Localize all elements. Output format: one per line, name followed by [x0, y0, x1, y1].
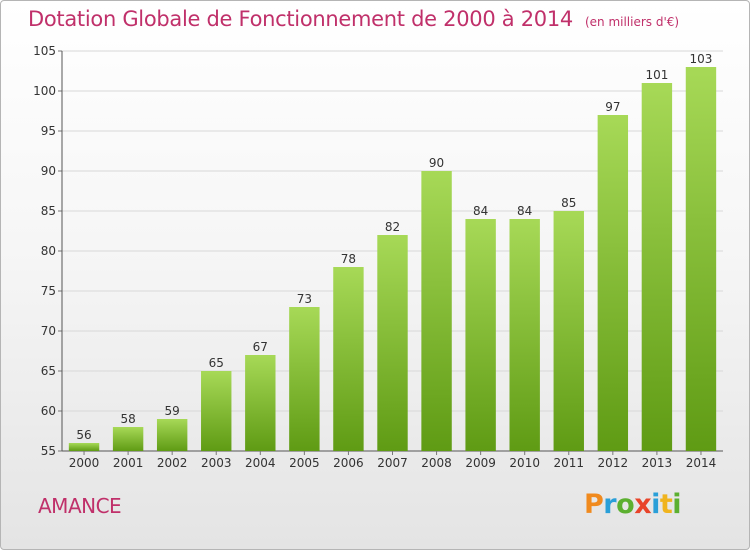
y-tick-label: 80	[41, 244, 56, 258]
x-tick-label: 2003	[201, 456, 232, 470]
y-tick-label: 60	[41, 404, 56, 418]
chart-title: Dotation Globale de Fonctionnement de 20…	[28, 7, 679, 31]
x-tick-label: 2001	[113, 456, 144, 470]
x-tick-label: 2000	[69, 456, 100, 470]
y-tick-label: 100	[33, 84, 56, 98]
bar	[333, 267, 364, 451]
bar-value-label: 78	[341, 252, 356, 266]
commune-name: AMANCE	[38, 494, 122, 518]
bar-value-label: 101	[645, 68, 668, 82]
bar	[289, 307, 320, 451]
x-tick-label: 2014	[686, 456, 717, 470]
y-tick-label: 95	[41, 124, 56, 138]
y-tick-label: 85	[41, 204, 56, 218]
y-tick-label: 65	[41, 364, 56, 378]
x-tick-label: 2011	[553, 456, 584, 470]
chart-title-text: Dotation Globale de Fonctionnement de 20…	[28, 7, 573, 31]
bar-value-label: 58	[120, 412, 135, 426]
y-tick-label: 75	[41, 284, 56, 298]
x-tick-label: 2010	[509, 456, 540, 470]
bar	[597, 115, 629, 451]
x-tick-label: 2009	[465, 456, 496, 470]
logo-letter: i	[651, 489, 660, 520]
bar-value-label: 82	[385, 220, 400, 234]
bar	[553, 211, 584, 451]
bar	[245, 355, 276, 451]
bar-value-label: 90	[429, 156, 444, 170]
bar-value-label: 103	[690, 52, 713, 66]
bar	[156, 419, 188, 451]
x-tick-label: 2005	[289, 456, 320, 470]
bar-value-label: 56	[76, 428, 91, 442]
logo-letter: o	[616, 489, 635, 520]
bar	[377, 235, 408, 451]
bar	[465, 219, 496, 451]
bar-value-label: 84	[473, 204, 488, 218]
bar	[68, 443, 100, 451]
bar-value-label: 67	[253, 340, 268, 354]
bar	[685, 67, 717, 451]
logo-letter: P	[584, 489, 604, 520]
bar	[201, 371, 232, 451]
y-tick-label: 70	[41, 324, 56, 338]
y-tick-label: 55	[41, 444, 56, 458]
y-tick-label: 90	[41, 164, 56, 178]
proxiti-logo: Proxiti	[584, 489, 682, 520]
x-tick-label: 2008	[421, 456, 452, 470]
x-tick-label: 2002	[157, 456, 188, 470]
bar-value-label: 73	[297, 292, 312, 306]
bar-value-label: 97	[605, 100, 620, 114]
logo-letter: x	[634, 489, 652, 520]
bar	[509, 219, 540, 451]
x-tick-label: 2007	[377, 456, 408, 470]
logo-letter: i	[672, 489, 682, 520]
x-tick-label: 2012	[598, 456, 629, 470]
x-tick-label: 2006	[333, 456, 364, 470]
y-tick-label: 105	[33, 44, 56, 58]
x-tick-label: 2004	[245, 456, 276, 470]
logo-letter: t	[659, 489, 673, 520]
bar-value-label: 59	[165, 404, 180, 418]
bar-value-label: 65	[209, 356, 224, 370]
logo-letter: r	[603, 489, 617, 520]
bar	[112, 427, 144, 451]
bar-value-label: 84	[517, 204, 532, 218]
bar	[641, 83, 673, 451]
bar	[421, 171, 452, 451]
bar-value-label: 85	[561, 196, 576, 210]
x-tick-label: 2013	[642, 456, 673, 470]
chart-subtitle: (en milliers d'€)	[584, 15, 680, 29]
